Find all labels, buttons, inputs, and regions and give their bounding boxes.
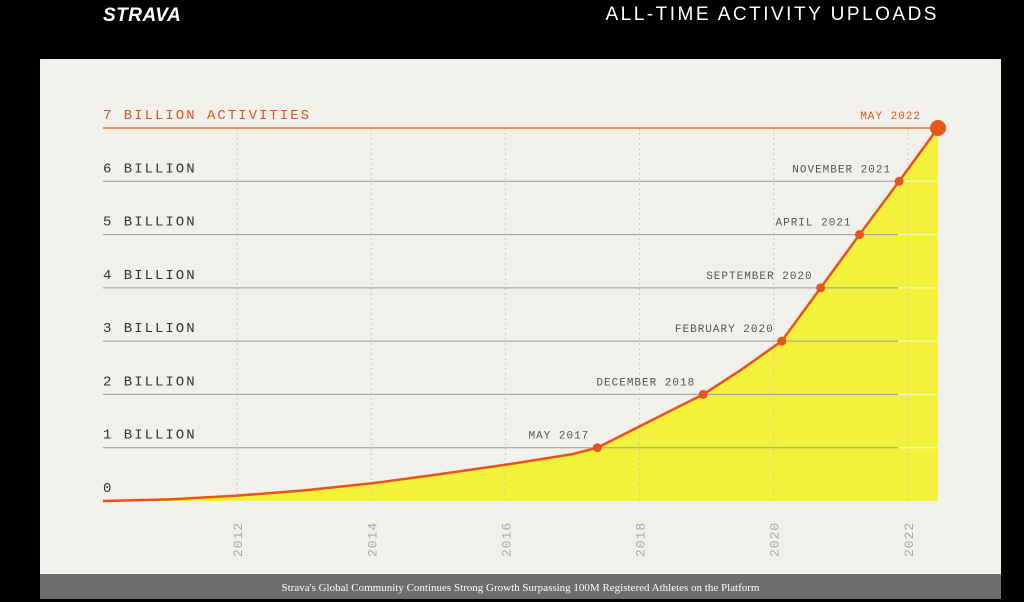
area-fill [103, 128, 938, 501]
x-tick-label: 2012 [231, 522, 246, 557]
y-tick-label: 5 BILLION [103, 215, 197, 231]
footer-caption: Strava's Global Community Continues Stro… [40, 574, 1001, 599]
x-tick-label: 2018 [634, 522, 649, 557]
milestone-label: SEPTEMBER 2020 [706, 271, 812, 283]
milestone-point [930, 120, 946, 136]
y-tick-label: 1 BILLION [103, 428, 197, 444]
milestone-label: FEBRUARY 2020 [675, 324, 774, 336]
x-tick-label: 2020 [768, 522, 783, 557]
milestone-label: NOVEMBER 2021 [792, 164, 891, 176]
x-tick-label: 2022 [902, 522, 917, 557]
milestone-label: MAY 2022 [860, 111, 921, 123]
milestone-label: MAY 2017 [528, 431, 589, 443]
y-tick-label: 6 BILLION [103, 161, 197, 177]
strava-logo: STRAVA [103, 5, 182, 26]
milestone-label: DECEMBER 2018 [596, 377, 695, 389]
y-tick-label: 4 BILLION [103, 268, 197, 284]
milestone-point [894, 176, 904, 186]
y-tick-label: 7 BILLION ACTIVITIES [103, 108, 311, 124]
y-tick-label: 0 [103, 481, 113, 497]
x-tick-label: 2016 [499, 522, 514, 557]
milestone-label: APRIL 2021 [776, 218, 852, 230]
milestone-point [855, 230, 865, 240]
milestone-point [698, 389, 708, 399]
y-tick-label: 3 BILLION [103, 321, 197, 337]
milestone-point [777, 336, 787, 346]
milestone-point [592, 443, 602, 453]
y-tick-label: 2 BILLION [103, 374, 197, 390]
x-tick-label: 2014 [365, 522, 380, 557]
milestone-point [816, 283, 826, 293]
page-title: ALL-TIME ACTIVITY UPLOADS [605, 4, 939, 25]
